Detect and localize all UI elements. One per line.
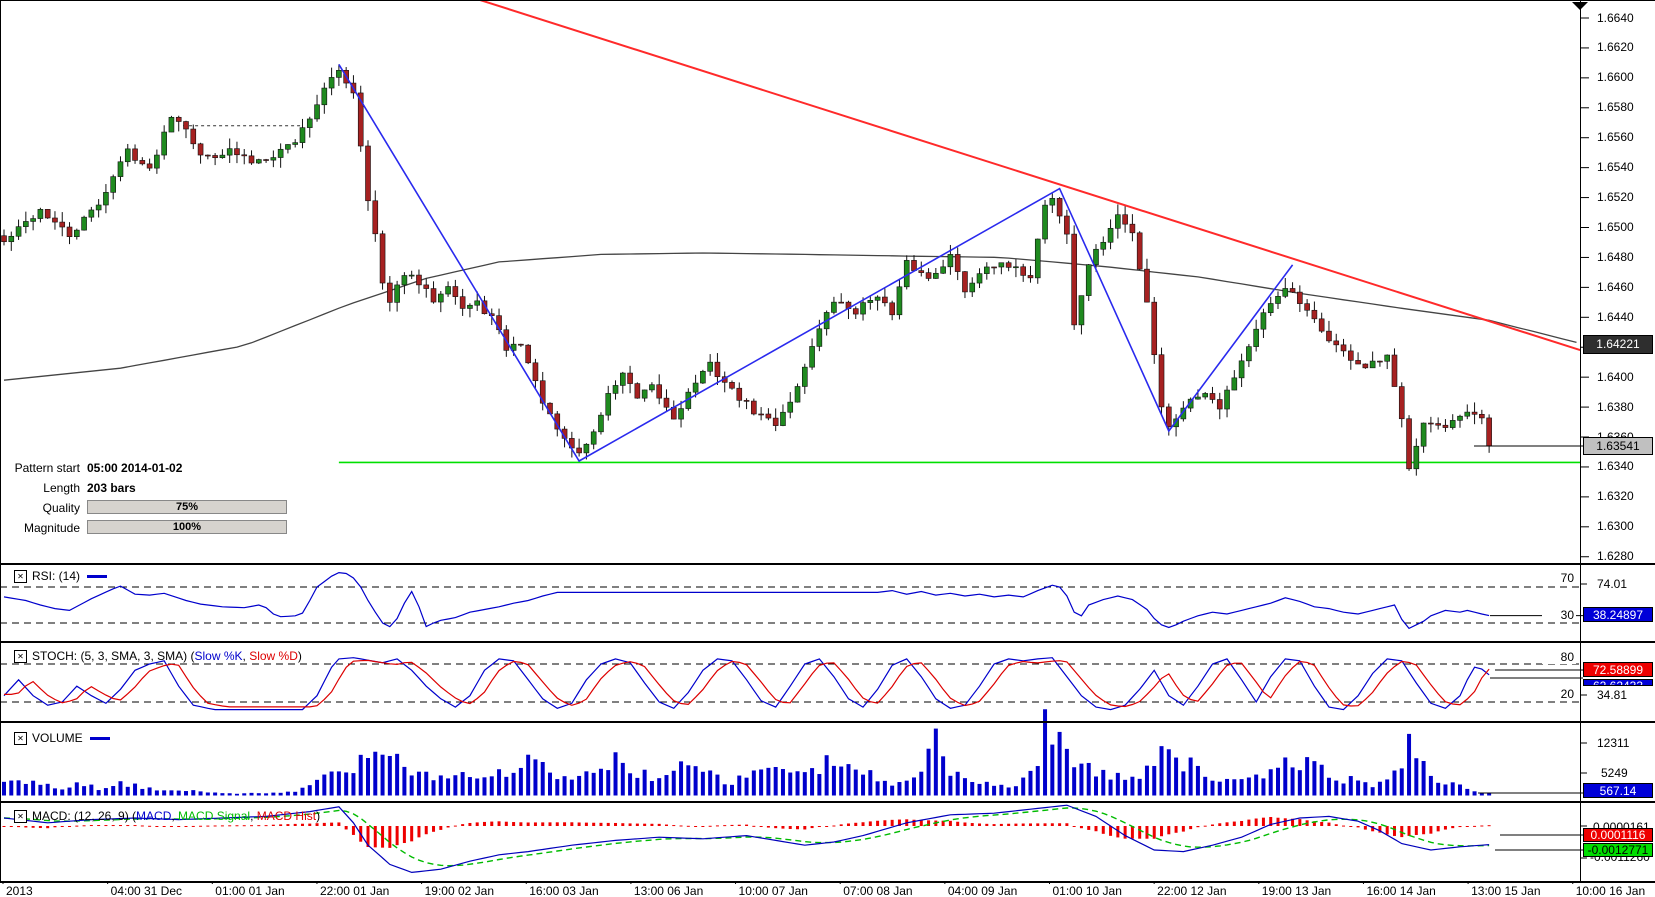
macd-hist-label: MACD Hist — [256, 809, 317, 823]
volume-axis-label-lower: 5249 — [1601, 766, 1628, 780]
price-axis-label: 1.6600 — [1597, 70, 1634, 85]
time-axis-label: 13:00 06 Jan — [633, 884, 704, 897]
pattern-magnitude-label: Magnitude — [23, 521, 80, 535]
price-axis-label: 1.6460 — [1597, 279, 1634, 294]
macd-signal-label: MACD Signal — [178, 809, 251, 823]
time-axis-label: 04:00 31 Dec — [110, 884, 183, 897]
last-price-box: 1.63541 — [1583, 437, 1653, 455]
macd-signal-value-box: -0.0012771 — [1583, 843, 1653, 857]
stoch-d-value-box: 72.58899 — [1583, 662, 1653, 677]
magnitude-progress-bar: 100% — [87, 520, 287, 534]
time-axis-label: 22:00 01 Jan — [319, 884, 390, 897]
ma-value-box: 1.64221 — [1583, 335, 1653, 354]
macd-title-prefix: MACD: (12, 26, 9) ( — [32, 809, 137, 823]
stoch-level-20: 20 — [1542, 687, 1576, 701]
time-axis-label: 19:00 02 Jan — [424, 884, 494, 897]
stoch-title-prefix: STOCH: (5, 3, SMA, 3, SMA) ( — [32, 649, 195, 663]
volume-legend-dash-icon — [89, 736, 110, 740]
rsi-legend-dash-icon — [87, 574, 108, 578]
stoch-axis-label: 34.81 — [1597, 688, 1628, 702]
stoch-checkbox-icon[interactable]: ✕ — [14, 649, 27, 663]
time-axis-label: 01:00 01 Jan — [215, 884, 285, 897]
magnitude-progress-text: 100% — [172, 521, 202, 533]
price-axis-label: 1.6620 — [1597, 40, 1634, 55]
pattern-start-label: Pattern start — [14, 461, 80, 475]
price-axis-label: 1.6540 — [1597, 160, 1634, 175]
macd-hist-value-box: 0.0001116 — [1583, 828, 1653, 842]
price-axis-label: 1.6580 — [1597, 100, 1634, 115]
stoch-level-80: 80 — [1542, 650, 1576, 664]
macd-sep2: , — [250, 809, 257, 823]
macd-panel-title: ✕ MACD: (12, 26, 9) (MACD, MACD Signal, M… — [14, 809, 320, 823]
time-axis-label: 10:00 07 Jan — [738, 884, 808, 897]
time-axis-label: 01:00 10 Jan — [1052, 884, 1122, 897]
time-axis-label: 2013 — [6, 884, 33, 897]
pattern-length-label: Length — [43, 481, 80, 495]
stoch-label-separator: , — [242, 649, 250, 663]
macd-line-label: MACD — [136, 809, 172, 823]
pattern-length-value: 203 bars — [87, 481, 136, 495]
stoch-title-suffix: ) — [297, 649, 302, 663]
stoch-k-label: Slow %K — [194, 649, 243, 663]
price-axis-label: 1.6320 — [1597, 489, 1634, 504]
price-axis-label: 1.6280 — [1597, 549, 1634, 564]
volume-axis-label-upper: 12311 — [1597, 736, 1630, 750]
price-axis-label: 1.6480 — [1597, 249, 1634, 264]
pattern-start-value: 05:00 2014-01-02 — [87, 461, 183, 475]
price-axis-label: 1.6380 — [1597, 399, 1634, 414]
macd-sep1: , — [171, 809, 179, 823]
volume-value-box: 567.14 — [1583, 783, 1653, 798]
volume-title-text: VOLUME — [32, 731, 83, 745]
price-axis-label: 1.6520 — [1597, 190, 1634, 205]
price-axis-label: 1.6560 — [1597, 130, 1634, 145]
rsi-level-70: 70 — [1542, 571, 1576, 585]
time-axis-label: 22:00 12 Jan — [1157, 884, 1227, 897]
price-axis-label: 1.6300 — [1597, 519, 1634, 534]
time-axis-label: 04:00 09 Jan — [947, 884, 1018, 897]
price-axis-label: 1.6640 — [1597, 10, 1634, 25]
time-axis: 2013 04:00 31 Dec 01:00 01 Jan 22:00 01 Jan… — [0, 883, 1655, 897]
rsi-title-text: RSI: (14) — [32, 569, 81, 583]
stoch-panel-title: ✕ STOCH: (5, 3, SMA, 3, SMA) (Slow %K, Sl… — [14, 649, 302, 663]
rsi-level-30: 30 — [1542, 608, 1576, 622]
time-axis-label: 16:00 14 Jan — [1366, 884, 1436, 897]
time-axis-label: 07:00 08 Jan — [843, 884, 913, 897]
quality-progress-bar: 75% — [87, 500, 287, 514]
macd-title-suffix: ) — [316, 809, 321, 823]
macd-checkbox-icon[interactable]: ✕ — [14, 809, 27, 823]
price-axis-label: 1.6340 — [1597, 459, 1634, 474]
time-axis-label: 19:00 13 Jan — [1261, 884, 1332, 897]
rsi-axis-label: 74.01 — [1597, 577, 1628, 591]
time-axis-label: 13:00 15 Jan — [1471, 884, 1541, 897]
time-axis-label: 16:00 03 Jan — [529, 884, 599, 897]
pattern-quality-label: Quality — [42, 501, 80, 515]
stoch-k-value-box: 62.62433 — [1583, 679, 1653, 686]
rsi-panel-title: ✕ RSI: (14) — [14, 569, 108, 583]
rsi-checkbox-icon[interactable]: ✕ — [14, 569, 27, 583]
quality-progress-text: 75% — [175, 501, 199, 513]
stoch-d-label: Slow %D — [249, 649, 298, 663]
volume-panel-title: ✕ VOLUME — [14, 731, 110, 745]
price-axis-label: 1.6500 — [1597, 220, 1634, 234]
price-axis-label: 1.6440 — [1597, 309, 1634, 324]
price-axis-label: 1.6400 — [1597, 369, 1634, 384]
time-axis-label: 10:00 16 Jan — [1575, 884, 1646, 897]
rsi-value-box: 38.24897 — [1583, 607, 1653, 622]
volume-checkbox-icon[interactable]: ✕ — [14, 731, 27, 745]
